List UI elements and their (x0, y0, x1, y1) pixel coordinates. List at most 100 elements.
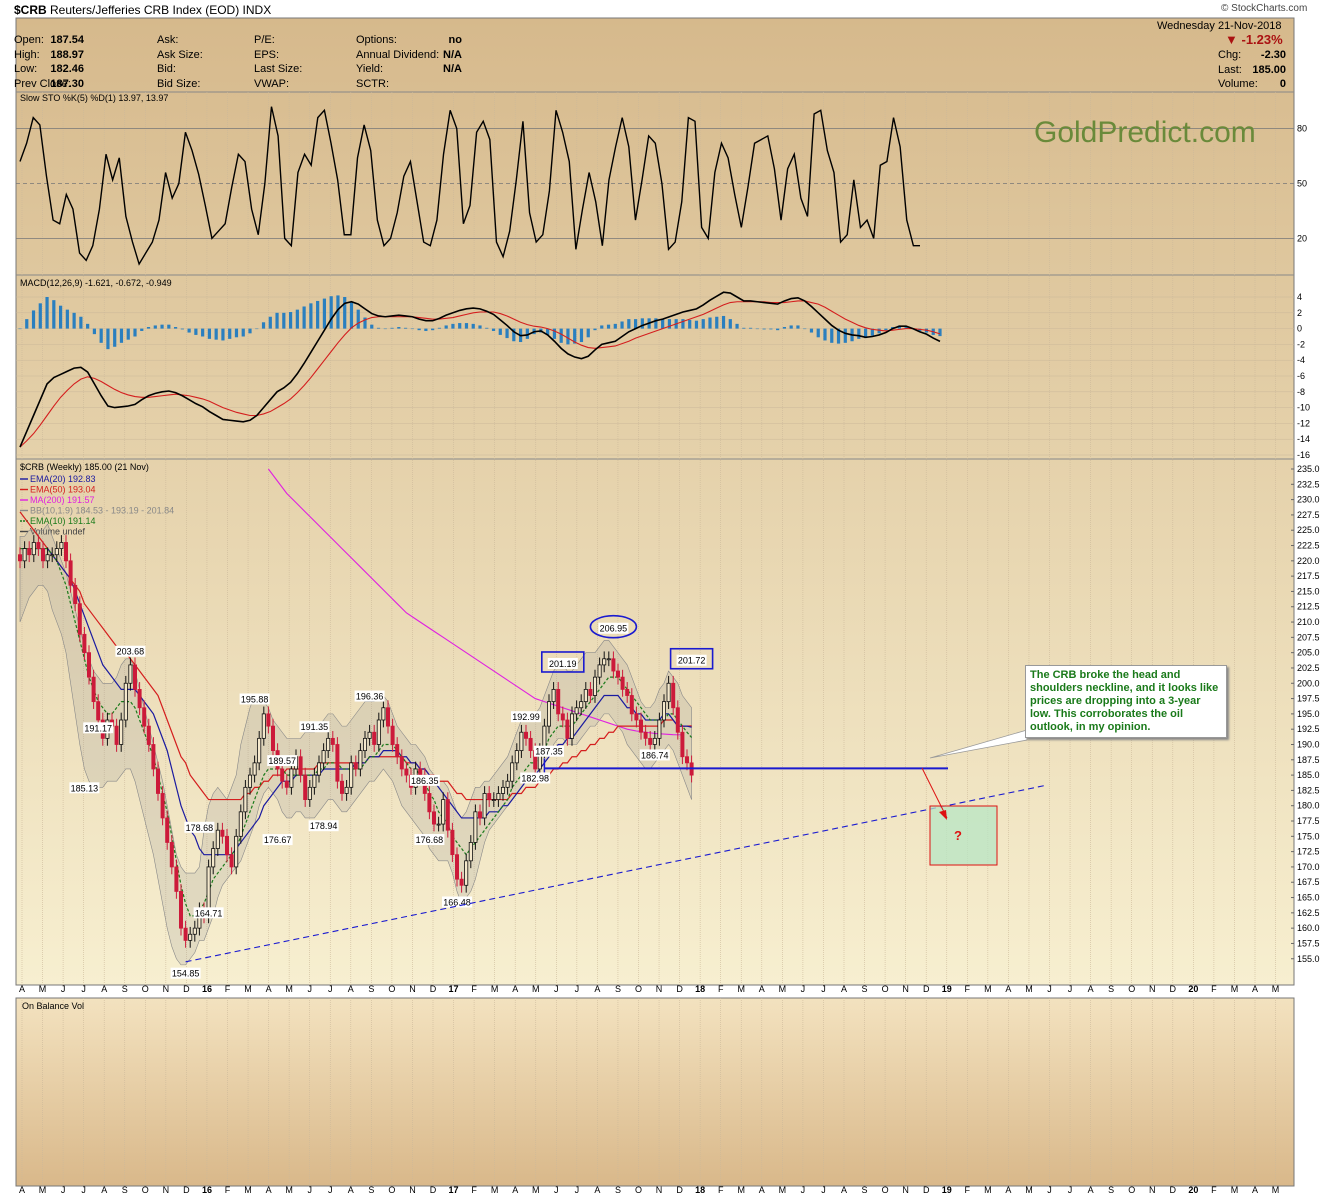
candle-body (50, 554, 55, 557)
x-tick-label: O (142, 1185, 149, 1195)
macd-histogram-bar (180, 328, 184, 330)
macd-histogram-bar (458, 323, 462, 329)
candle-body (441, 799, 446, 825)
legend-entry: EMA(20) 192.83 (30, 474, 96, 484)
macd-histogram-bar (234, 328, 239, 338)
price-tick-label: 235.0 (1297, 464, 1320, 474)
x-tick-label: M (984, 1185, 992, 1195)
macd-histogram-bar (431, 328, 435, 331)
candle-body (326, 737, 331, 752)
x-tick-label: N (656, 1185, 663, 1195)
macd-histogram-bar (796, 325, 800, 329)
macd-histogram-bar (160, 324, 164, 329)
macd-histogram-bar (187, 328, 191, 333)
x-tick-label: J (328, 1185, 333, 1195)
label-bg (193, 907, 224, 919)
candle-body (477, 811, 482, 819)
label-box (540, 651, 585, 673)
candle-body (252, 762, 257, 776)
price-tick-label: 165.0 (1297, 893, 1320, 903)
price-tick-label: 170.0 (1297, 862, 1320, 872)
candle-body (211, 848, 216, 868)
label-bg (676, 654, 707, 666)
candle-body (54, 548, 59, 556)
candle-body (556, 688, 561, 715)
candle-body (597, 664, 602, 678)
candle-body (155, 768, 160, 794)
price-label: 166.48 (443, 897, 471, 907)
candle-body (381, 707, 386, 721)
macd-histogram-bar (512, 328, 516, 342)
sto-tick-label: 80 (1297, 124, 1307, 134)
price-tick-label: 225.0 (1297, 525, 1320, 535)
x-tick-label: A (348, 984, 354, 994)
candle-body (362, 737, 367, 752)
x-tick-label: S (862, 1185, 868, 1195)
x-tick-label: 17 (449, 984, 459, 994)
x-tick-label: J (1047, 1185, 1052, 1195)
macd-histogram-bar (694, 320, 699, 329)
macd-histogram-bar (478, 325, 482, 329)
x-tick-label: M (1272, 1185, 1280, 1195)
macd-histogram-bar (113, 328, 117, 347)
x-tick-label: A (266, 984, 272, 994)
price-label: 201.19 (549, 659, 577, 669)
macd-signal-line (19, 300, 941, 448)
field-value: 185.00 (1252, 63, 1286, 76)
x-tick-label: 16 (202, 1185, 212, 1195)
label-bg (239, 693, 270, 705)
macd-histogram-bar (133, 328, 137, 337)
candle-body (418, 768, 423, 776)
macd-histogram-bar (654, 318, 658, 329)
candle-body (643, 731, 648, 739)
macd-histogram-bar (505, 328, 509, 339)
field-label: SCTR: (356, 77, 389, 90)
legend-entry: MA(200) 191.57 (30, 495, 95, 505)
x-tick-label: D (1170, 984, 1177, 994)
sto-title: Slow STO %K(5) %D(1) 13.97, 13.97 (20, 93, 168, 103)
macd-histogram-bar (99, 328, 103, 343)
x-tick-label: F (965, 1185, 971, 1195)
price-label: 182.98 (521, 773, 549, 783)
candle-body (45, 554, 50, 562)
candle-body (680, 731, 685, 758)
macd-histogram-bar (782, 327, 787, 329)
price-label: 192.99 (512, 712, 540, 722)
macd-histogram-bar (444, 325, 448, 329)
candle-body (96, 701, 101, 721)
price-tick-label: 197.5 (1297, 694, 1320, 704)
candle-body (620, 676, 625, 690)
x-tick-label: D (676, 1185, 683, 1195)
candle-body (22, 548, 27, 562)
x-tick-label: A (101, 984, 107, 994)
price-label: 178.94 (310, 821, 338, 831)
macd-histogram-bar (633, 319, 638, 329)
candle-body (459, 878, 464, 886)
x-tick-label: S (862, 984, 868, 994)
macd-histogram-bar (410, 328, 414, 330)
macd-histogram-bar (938, 328, 942, 337)
price-label: 186.74 (641, 750, 669, 760)
copyright: © StockCharts.com (1221, 3, 1308, 14)
label-bg (262, 834, 293, 846)
candle-body (335, 744, 340, 782)
macd-histogram-bar (221, 328, 225, 341)
price-tick-label: 215.0 (1297, 586, 1320, 596)
macd-tick-label: 2 (1297, 308, 1302, 318)
macd-histogram-bar (86, 323, 90, 329)
price-tick-label: 232.5 (1297, 479, 1320, 489)
x-tick-label: J (61, 984, 66, 994)
x-tick-label: M (1272, 984, 1280, 994)
field-label: Open: (14, 34, 44, 46)
macd-histogram-bar (870, 328, 874, 336)
macd-histogram-bar (72, 312, 76, 329)
x-tick-label: M (39, 1185, 47, 1195)
candle-body (588, 688, 593, 696)
label-bg (409, 774, 440, 786)
x-tick-label: N (902, 984, 909, 994)
price-tick-label: 182.5 (1297, 785, 1320, 795)
x-tick-label: N (1149, 984, 1156, 994)
x-tick-label: A (1088, 984, 1094, 994)
x-tick-label: M (1231, 1185, 1239, 1195)
